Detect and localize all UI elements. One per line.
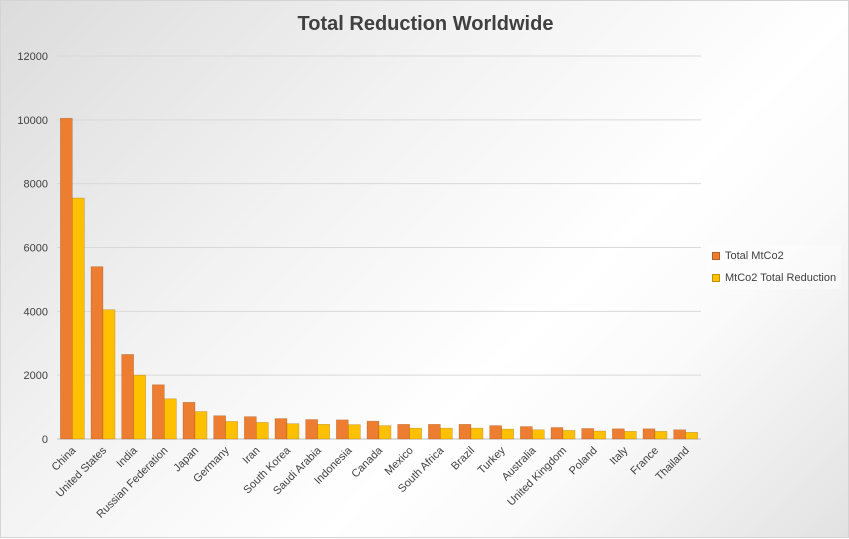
bar-total-mtco2 (642, 428, 656, 440)
bar-total-reduction (593, 430, 606, 440)
bar-total-mtco2 (121, 354, 134, 440)
bar-total-reduction (440, 427, 453, 440)
legend-swatch-reduction (712, 274, 720, 282)
bar-total-mtco2 (550, 427, 564, 440)
bar-total-reduction (562, 430, 576, 440)
chart-title: Total Reduction Worldwide (297, 13, 554, 35)
y-tick-label: 6000 (24, 243, 48, 255)
x-tick-label: Japan (171, 445, 201, 475)
bar-total-reduction (685, 431, 698, 440)
x-tick-label: Italy (608, 444, 631, 467)
bar-total-mtco2 (458, 424, 472, 440)
y-tick-label: 12000 (17, 51, 48, 63)
bar-total-mtco2 (336, 419, 349, 440)
y-tick-label: 10000 (17, 115, 48, 127)
bar-total-mtco2 (60, 117, 73, 440)
bar-total-reduction (256, 422, 269, 440)
x-tick-label: Iran (241, 445, 263, 467)
x-tick-label: Brazil (449, 445, 477, 473)
y-tick-label: 2000 (24, 370, 48, 382)
bar-total-reduction (532, 429, 545, 440)
bar-total-mtco2 (366, 420, 380, 440)
bar-total-reduction (624, 431, 637, 440)
bar-total-mtco2 (673, 429, 686, 440)
y-tick-label: 8000 (24, 179, 48, 191)
x-tick-label: Thailand (653, 445, 691, 483)
bar-total-reduction (348, 424, 361, 440)
legend-label-total: Total MtCo2 (725, 250, 784, 262)
legend-label-reduction: MtCo2 Total Reduction (725, 272, 837, 284)
bar-total-reduction (164, 398, 177, 440)
bar-total-mtco2 (581, 428, 594, 440)
bar-total-mtco2 (152, 384, 165, 440)
bar-total-mtco2 (90, 266, 104, 440)
x-tick-label: India (114, 444, 140, 470)
x-tick-label: Poland (567, 445, 600, 478)
bar-total-reduction (409, 427, 422, 440)
bar-total-reduction (72, 197, 85, 440)
bar-total-mtco2 (213, 415, 226, 440)
bar-total-reduction (102, 309, 116, 440)
legend: Total MtCo2 MtCo2 Total Reduction (707, 245, 841, 289)
y-tick-label: 4000 (24, 306, 48, 318)
bar-total-reduction (470, 427, 484, 440)
bar-total-reduction (194, 411, 208, 440)
bar-total-mtco2 (182, 401, 196, 440)
bar-total-mtco2 (489, 425, 502, 440)
bar-total-mtco2 (520, 426, 533, 440)
legend-swatch-total (712, 252, 720, 260)
bar-total-mtco2 (397, 424, 410, 440)
bar-total-mtco2 (244, 416, 257, 440)
bar-total-reduction (286, 423, 300, 440)
bar-total-mtco2 (274, 418, 288, 440)
legend-item-reduction: MtCo2 Total Reduction (707, 267, 841, 289)
bar-total-reduction (378, 425, 392, 440)
legend-item-total: Total MtCo2 (707, 245, 841, 267)
bar-total-reduction (654, 431, 668, 440)
bar-total-reduction (225, 421, 238, 440)
x-tick-label: China (50, 444, 79, 473)
bar-total-mtco2 (428, 424, 441, 440)
bar-total-reduction (133, 374, 146, 440)
y-tick-label: 0 (42, 434, 48, 446)
bar-total-mtco2 (612, 428, 625, 440)
bar-total-mtco2 (305, 419, 318, 440)
bar-total-reduction (501, 428, 514, 440)
bar-total-reduction (317, 424, 330, 440)
x-tick-label: Canada (349, 444, 385, 480)
